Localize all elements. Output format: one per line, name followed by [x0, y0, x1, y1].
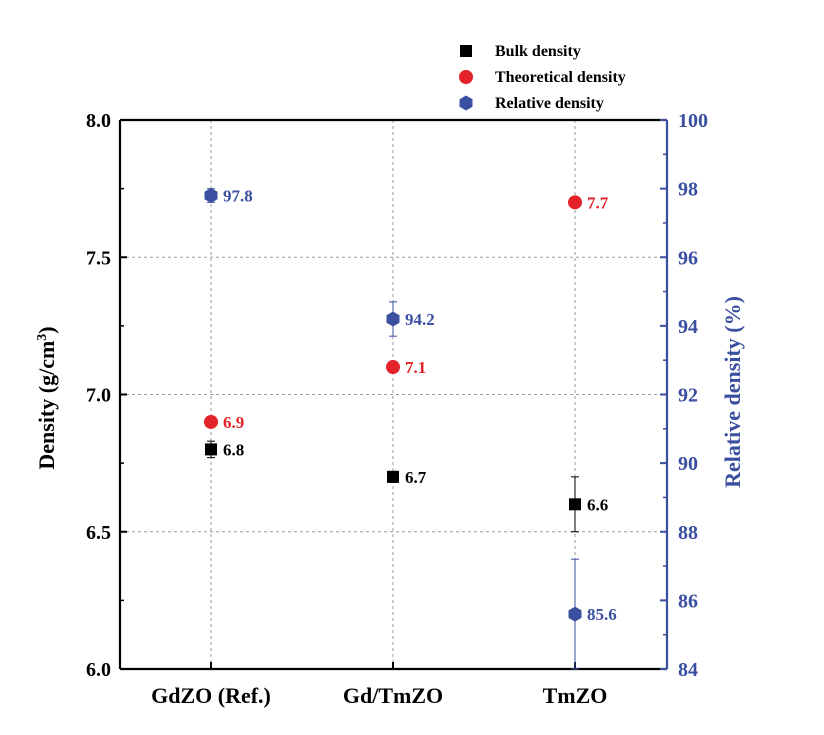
left-tick-label: 6.5 — [86, 522, 111, 544]
left-axis-title-main: Density (g/cm — [34, 341, 59, 470]
right-tick-label: 98 — [678, 179, 698, 201]
legend: Bulk density Theoretical density Relative … — [459, 43, 626, 112]
relative-density-point — [386, 311, 400, 327]
theoretical-density-point — [568, 195, 582, 210]
right-tick-label: 88 — [678, 522, 698, 544]
right-tick-label: 96 — [678, 247, 698, 269]
legend-marker-square — [460, 45, 472, 57]
x-tick-label: Gd/TmZO — [343, 683, 443, 708]
theoretical-density-data-label: 7.7 — [587, 193, 609, 212]
relative-density-data-label: 94.2 — [405, 310, 435, 329]
bulk-density-point — [569, 498, 581, 511]
legend-label: Theoretical density — [495, 69, 626, 86]
left-tick-label: 7.5 — [86, 247, 111, 269]
x-tick-label: GdZO (Ref.) — [151, 683, 271, 708]
right-axis-ticks: 84 86 88 90 92 94 96 98 100 — [660, 110, 708, 681]
bulk-density-point — [205, 443, 217, 456]
left-tick-label: 8.0 — [86, 110, 111, 132]
legend-label: Relative density — [495, 95, 604, 112]
left-axis-title: Density (g/cm3) — [34, 326, 59, 469]
x-axis-ticks: GdZO (Ref.) Gd/TmZO TmZO — [151, 662, 607, 708]
series-bulk-density: 6.8 6.7 6.6 — [205, 440, 608, 533]
relative-density-data-label: 85.6 — [587, 605, 617, 624]
bulk-density-data-label: 6.7 — [405, 468, 427, 487]
left-axis-ticks: 6.0 6.5 7.0 7.5 8.0 — [86, 110, 127, 681]
data-marks: 6.8 6.7 6.6 6.9 7.1 7.7 97.8 94.2 85.6 — [204, 186, 617, 670]
theoretical-density-point — [386, 360, 400, 375]
legend-item-relative-density: Relative density — [459, 95, 604, 112]
legend-item-bulk-density: Bulk density — [460, 43, 581, 60]
bulk-density-data-label: 6.6 — [587, 495, 608, 514]
x-tick-label: TmZO — [543, 683, 608, 708]
right-tick-label: 92 — [678, 385, 698, 407]
right-tick-label: 86 — [678, 590, 698, 612]
left-tick-label: 6.0 — [86, 659, 111, 681]
right-tick-label: 100 — [678, 110, 708, 132]
series-theoretical-density: 6.9 7.1 7.7 — [204, 193, 609, 432]
grid-lines — [120, 120, 667, 669]
bulk-density-point — [387, 470, 399, 483]
left-tick-label: 7.0 — [86, 385, 111, 407]
right-tick-label: 94 — [678, 316, 698, 338]
legend-marker-circle — [459, 70, 473, 84]
theoretical-density-data-label: 6.9 — [223, 413, 244, 432]
left-axis-title-superscript: 3 — [35, 334, 50, 341]
theoretical-density-data-label: 7.1 — [405, 358, 426, 377]
bulk-density-data-label: 6.8 — [223, 440, 244, 459]
legend-item-theoretical-density: Theoretical density — [459, 69, 626, 86]
relative-density-point — [204, 188, 218, 203]
series-relative-density: 97.8 94.2 85.6 — [204, 186, 617, 670]
relative-density-point — [568, 606, 582, 622]
legend-label: Bulk density — [495, 43, 581, 60]
relative-density-data-label: 97.8 — [223, 186, 253, 205]
right-tick-label: 90 — [678, 453, 698, 475]
legend-marker-hexagon — [459, 95, 473, 111]
left-axis-title-close: ) — [34, 326, 59, 333]
right-tick-label: 84 — [678, 659, 698, 681]
theoretical-density-point — [204, 414, 218, 429]
right-axis-title: Relative density (%) — [720, 296, 745, 488]
